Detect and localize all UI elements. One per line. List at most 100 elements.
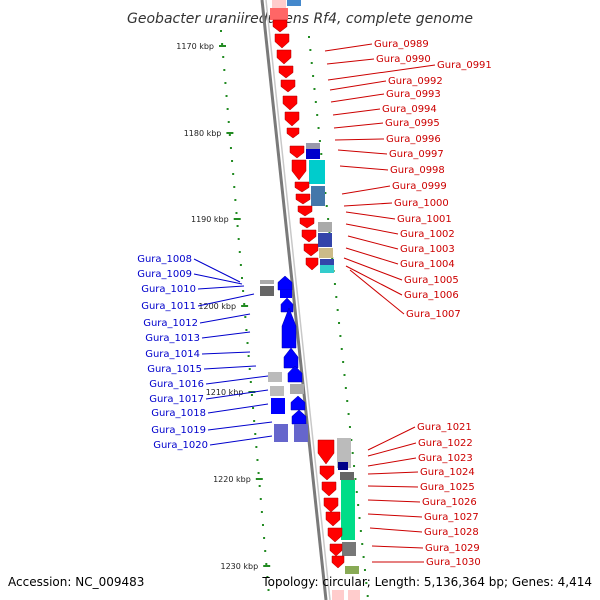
- tick-dot: [250, 394, 253, 396]
- tick-dot: [366, 595, 369, 597]
- gene-label-right: Gura_1026: [422, 497, 477, 508]
- tick-dot: [258, 485, 261, 487]
- gene-block: [294, 424, 308, 442]
- tick-dot: [243, 303, 246, 305]
- leader-line: [201, 351, 251, 355]
- tick-dot: [346, 400, 349, 402]
- scale-labels: 1170 kbp 1180 kbp 1190 kbp 1200 kbp 1210 kbp…: [176, 42, 258, 571]
- accession-text: Accession: NC_009483: [8, 575, 144, 589]
- tick-dot: [234, 199, 237, 201]
- leader-line: [207, 403, 269, 414]
- gene-label-right: Gura_1002: [400, 229, 455, 240]
- gene-block: [340, 472, 354, 480]
- gene-label-right: Gura_0993: [386, 89, 441, 100]
- leader-line: [337, 149, 388, 155]
- gene-label-left: Gura_1011: [141, 301, 196, 312]
- gene-label-right: Gura_1022: [418, 438, 473, 449]
- forward-gene-arrow: [286, 127, 300, 139]
- tick-dot: [238, 251, 241, 253]
- gene-block: [332, 590, 344, 600]
- tick-dot: [342, 361, 345, 363]
- leader-line: [369, 527, 423, 533]
- tick-dot: [237, 238, 240, 240]
- tick-dot: [327, 218, 330, 220]
- leader-line: [207, 421, 273, 431]
- leader-line: [330, 93, 385, 103]
- leader-line: [345, 247, 399, 265]
- tick-dot: [333, 283, 336, 285]
- gene-block: [341, 480, 355, 540]
- forward-gene-arrow: [278, 65, 294, 79]
- gene-block: [337, 438, 351, 468]
- gene-label-right: Gura_1028: [424, 527, 479, 538]
- forward-gene-arrow: [323, 497, 339, 513]
- forward-gene-arrow: [319, 465, 335, 481]
- tick-dot: [260, 511, 263, 513]
- tick-dot: [347, 413, 350, 415]
- gene-features: [260, 0, 360, 600]
- forward-gene-arrow: [321, 481, 337, 497]
- gene-label-left: Gura_1013: [145, 333, 200, 344]
- tick-dot: [335, 296, 338, 298]
- gene-block: [309, 160, 325, 184]
- forward-gene-arrow: [301, 229, 317, 243]
- scale-label: 1200 kbp: [198, 302, 236, 311]
- leader-line: [329, 80, 387, 91]
- leader-line: [343, 202, 393, 207]
- genome-backbone-inner: [265, 0, 331, 600]
- leader-line: [193, 273, 243, 285]
- gene-block: [260, 286, 274, 296]
- tick-dot: [355, 491, 358, 493]
- tick-dot: [245, 329, 248, 331]
- tick-dot: [359, 530, 362, 532]
- tick-dot: [232, 173, 235, 175]
- forward-gene-arrow: [329, 543, 343, 557]
- tick-dot: [310, 62, 313, 64]
- gene-block: [319, 248, 333, 258]
- tick-dot: [263, 537, 266, 539]
- genome-backbone: [260, 0, 328, 600]
- leader-line: [332, 108, 381, 116]
- gene-label-right: Gura_1001: [397, 214, 452, 225]
- gene-label-left: Gura_1017: [149, 394, 204, 405]
- forward-gene-arrow: [297, 205, 313, 217]
- gene-block: [272, 0, 286, 8]
- tick-dot: [343, 374, 346, 376]
- tick-dot: [257, 472, 260, 474]
- leader-line: [334, 138, 385, 141]
- tick-dot: [318, 140, 321, 142]
- gene-labels: Gura_0989 Gura_0990 Gura_0991 Gura_0992 Gura…: [137, 39, 492, 568]
- gene-label-left: Gura_1020: [153, 440, 208, 451]
- tick-dot: [255, 446, 258, 448]
- gene-label-left: Gura_1019: [151, 425, 206, 436]
- forward-gene-arrow: [327, 527, 343, 543]
- tick-dot: [224, 82, 227, 84]
- gene-label-right: Gura_1021: [417, 422, 472, 433]
- gene-block: [306, 143, 320, 149]
- scale-label: 1210 kbp: [206, 388, 244, 397]
- tick-dot: [222, 56, 225, 58]
- tick-dot: [221, 43, 224, 45]
- leader-line: [205, 389, 269, 400]
- tick-dot: [261, 524, 264, 526]
- tick-dot: [266, 576, 269, 578]
- tick-dot: [229, 147, 232, 149]
- gene-label-right: Gura_1023: [418, 453, 473, 464]
- leader-line: [333, 122, 384, 129]
- tick-dot: [336, 309, 339, 311]
- forward-gene-arrow: [331, 555, 345, 569]
- forward-gene-arrow: [295, 193, 311, 205]
- leader-line: [197, 285, 245, 290]
- tick-dot: [265, 563, 268, 565]
- tick-dot: [242, 290, 245, 292]
- gene-label-right: Gura_1024: [420, 467, 475, 478]
- forward-gene-arrow: [289, 145, 305, 159]
- gene-block: [290, 384, 304, 394]
- scale-label: 1180 kbp: [184, 129, 222, 138]
- tick-dot: [233, 186, 236, 188]
- gene-label-right: Gura_1027: [424, 512, 479, 523]
- gene-block: [270, 8, 288, 20]
- gene-block: [342, 542, 356, 556]
- gene-label-right: Gura_0997: [389, 149, 444, 160]
- gene-label-right: Gura_1004: [400, 259, 455, 270]
